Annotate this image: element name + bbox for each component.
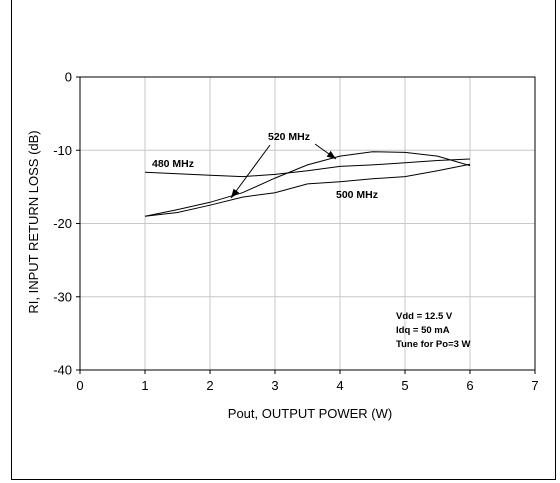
series-line-500mhz [144, 163, 471, 217]
x-tick-label: 3 [271, 378, 278, 393]
label-480mhz: 480 MHz [152, 158, 194, 170]
figure-frame [11, 0, 556, 480]
x-tick-label: 4 [336, 378, 343, 393]
note-vdd: Vdd = 12.5 V [396, 311, 453, 322]
label-520mhz: 520 MHz [268, 131, 310, 143]
x-tick-label: 2 [206, 378, 213, 393]
label-500mhz: 500 MHz [336, 189, 378, 201]
y-axis-ticks: 0 -10 -20 -30 -40 [53, 70, 80, 378]
y-tick-label: -30 [53, 289, 72, 304]
y-tick-label: -40 [53, 363, 72, 378]
arrow-520mhz-left [230, 144, 271, 199]
x-tick-label: 6 [466, 378, 473, 393]
series-line-520mhz [144, 151, 471, 217]
y-axis-title: RI, INPUT RETURN LOSS (dB) [26, 130, 41, 313]
series-line-480mhz [144, 158, 471, 178]
arrow-520mhz-right-head [326, 150, 336, 159]
x-tick-label: 0 [76, 378, 83, 393]
arrow-520mhz-left-head [231, 188, 240, 198]
y-tick-label: 0 [65, 70, 72, 85]
y-tick-label: -10 [53, 143, 72, 158]
series-lines [144, 151, 471, 217]
grid [79, 76, 536, 371]
x-axis-title: Pout, OUTPUT POWER (W) [228, 406, 392, 421]
x-tick-label: 1 [141, 378, 148, 393]
note-tune: Tune for Po=3 W [396, 339, 471, 350]
annotation-arrows [230, 143, 337, 199]
y-tick-label: -20 [53, 216, 72, 231]
x-tick-label: 5 [401, 378, 408, 393]
x-axis-ticks: 0 1 2 3 4 5 6 7 [76, 370, 539, 393]
x-tick-label: 7 [531, 378, 538, 393]
note-idq: Idq = 50 mA [396, 325, 450, 336]
